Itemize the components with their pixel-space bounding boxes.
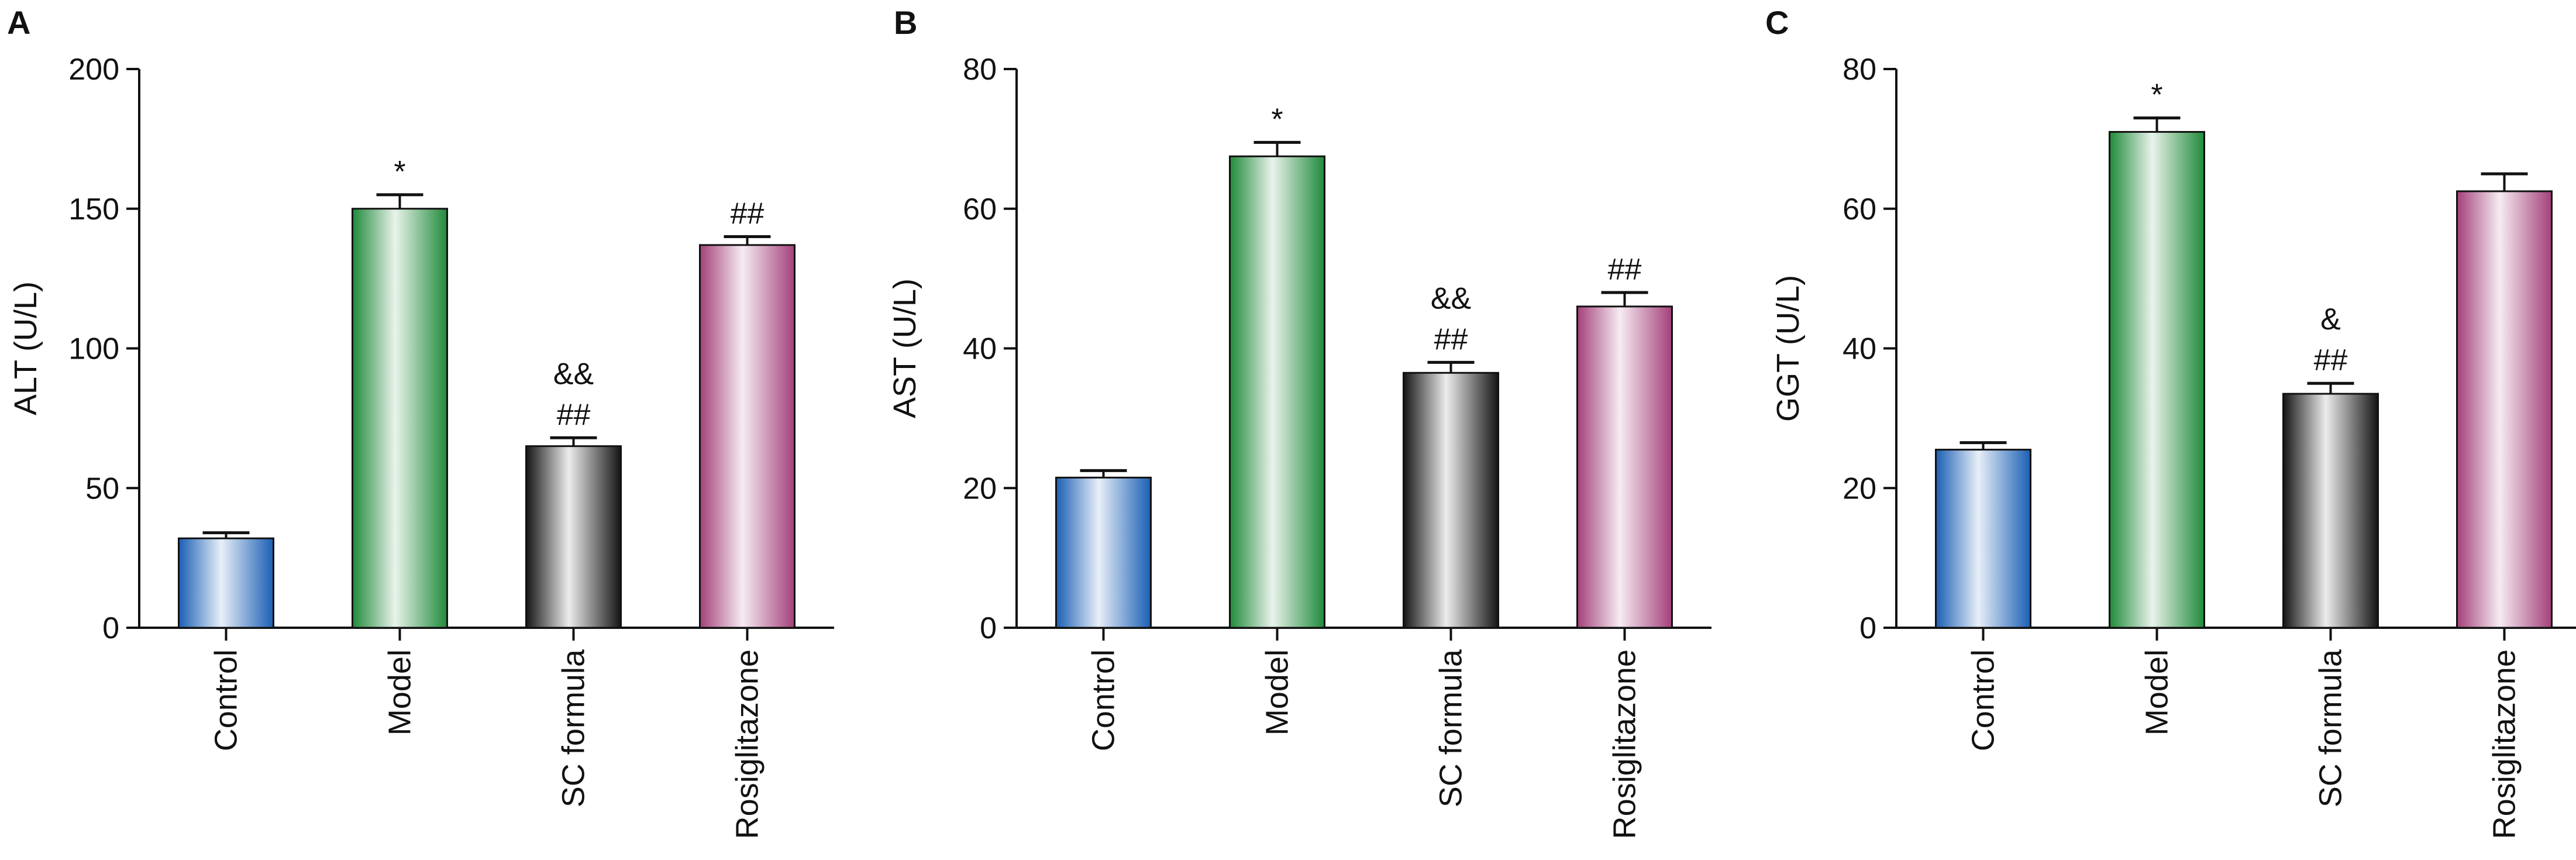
y-tick-label: 20 [963, 472, 997, 505]
category-label: Model [2140, 649, 2175, 735]
bar-sc-formula [1403, 371, 1499, 629]
category-label: Rosiglitazone [2487, 649, 2522, 839]
y-axis-label: AST (U/L) [887, 278, 922, 418]
y-tick-label: 150 [68, 192, 119, 226]
significance-marker: ## [2314, 343, 2348, 377]
significance-marker: & [2320, 302, 2341, 336]
y-tick-label: 80 [963, 53, 997, 87]
bar-control [178, 537, 274, 629]
category-label: Rosiglitazone [1607, 649, 1642, 839]
significance-marker: ## [731, 197, 764, 231]
significance-marker: * [394, 155, 405, 189]
category-label: Model [383, 649, 418, 735]
y-tick-label: 100 [68, 332, 119, 366]
category-label: SC formula [1434, 649, 1469, 807]
significance-marker: && [553, 357, 594, 391]
y-tick-label: 20 [1843, 472, 1876, 505]
chart-panel-c: C 0 20 40 60 80 GGT (U/L) Control * Model ## & SC fo… [1765, 4, 2576, 839]
bar-control [1055, 476, 1152, 629]
y-axis-label: ALT (U/L) [8, 281, 43, 415]
category-label: Control [1966, 649, 2001, 751]
y-axis-label: GGT (U/L) [1771, 275, 1806, 422]
bar-model [352, 208, 448, 629]
bar-rosiglitazone [1576, 305, 1673, 629]
panel-letter: C [1765, 4, 1789, 41]
bar-model [1229, 155, 1325, 629]
category-label: SC formula [2313, 649, 2348, 807]
bar-control [1935, 449, 2031, 629]
y-tick-label: 50 [85, 472, 119, 505]
chart-panel-a: A 0 50 100 150 200 ALT (U/L) Control * Model ## && S… [7, 4, 834, 839]
category-label: Control [209, 649, 244, 751]
bar-rosiglitazone [699, 244, 795, 629]
significance-marker: ## [1434, 322, 1468, 356]
significance-marker: ## [557, 398, 591, 432]
significance-marker: * [1271, 102, 1283, 136]
bar-rosiglitazone [2456, 190, 2553, 629]
category-label: Model [1260, 649, 1295, 735]
bar-sc-formula [2282, 393, 2379, 629]
panel-letter: B [894, 4, 917, 41]
panel-letter: A [7, 4, 30, 41]
y-tick-label: 60 [1843, 192, 1876, 226]
significance-marker: * [2151, 78, 2162, 112]
category-label: Control [1086, 649, 1121, 751]
y-tick-label: 40 [963, 332, 997, 366]
y-tick-label: 200 [68, 53, 119, 87]
significance-marker: && [1431, 281, 1471, 315]
y-tick-label: 0 [102, 611, 119, 645]
y-tick-label: 0 [1859, 611, 1876, 645]
y-tick-label: 60 [963, 192, 997, 226]
chart-panel-b: B 0 20 40 60 80 AST (U/L) Control * Model ## && SC f… [887, 4, 1711, 839]
category-label: Rosiglitazone [730, 649, 765, 839]
y-tick-label: 40 [1843, 332, 1876, 366]
bar-model [2109, 130, 2205, 629]
y-tick-label: 80 [1843, 53, 1876, 87]
category-label: SC formula [556, 649, 591, 807]
y-tick-label: 0 [980, 611, 997, 645]
significance-marker: ## [1608, 253, 1642, 287]
bar-sc-formula [525, 445, 622, 629]
